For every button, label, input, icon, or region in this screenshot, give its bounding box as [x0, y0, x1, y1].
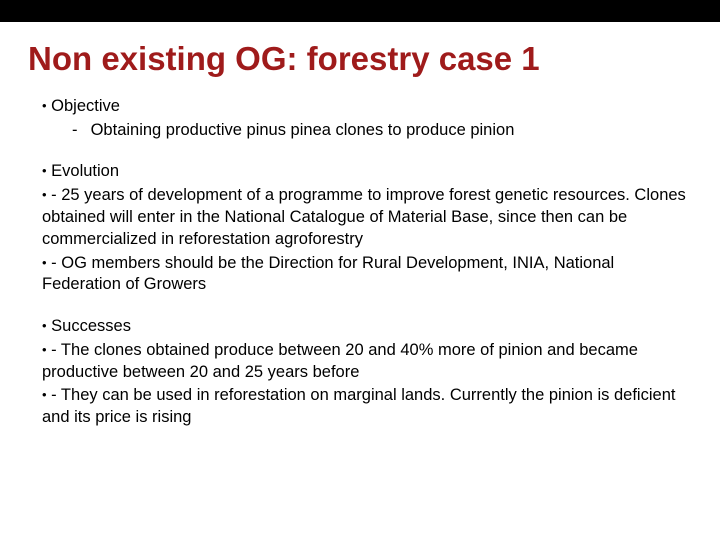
evolution-item-text: - OG members should be the Direction for…	[42, 254, 614, 294]
objective-item: Obtaining productive pinus pinea clones …	[91, 121, 515, 139]
slide-title: Non existing OG: forestry case 1	[28, 40, 692, 78]
objective-section: • Objective - Obtaining productive pinus…	[28, 96, 692, 142]
top-black-bar	[0, 0, 720, 22]
successes-item-2: • - They can be used in reforestation on…	[42, 385, 692, 429]
bullet-icon: •	[42, 255, 47, 270]
bullet-icon: •	[42, 318, 47, 333]
successes-heading: Successes	[51, 317, 131, 335]
bullet-icon: •	[42, 342, 47, 357]
evolution-item-1: • - 25 years of development of a program…	[42, 185, 692, 250]
objective-heading-row: • Objective	[42, 96, 692, 118]
objective-heading: Objective	[51, 97, 120, 115]
objective-item-row: - Obtaining productive pinus pinea clone…	[72, 120, 692, 142]
evolution-section: • Evolution • - 25 years of development …	[28, 161, 692, 296]
successes-item-text: - The clones obtained produce between 20…	[42, 341, 638, 381]
evolution-heading: Evolution	[51, 162, 119, 180]
bullet-icon: •	[42, 163, 47, 178]
successes-item-text: - They can be used in reforestation on m…	[42, 386, 675, 426]
bullet-icon: •	[42, 187, 47, 202]
bullet-icon: •	[42, 387, 47, 402]
evolution-heading-row: • Evolution	[42, 161, 692, 183]
dash-icon: -	[72, 120, 86, 142]
successes-heading-row: • Successes	[42, 316, 692, 338]
slide-body: Non existing OG: forestry case 1 • Objec…	[0, 22, 720, 429]
successes-section: • Successes • - The clones obtained prod…	[28, 316, 692, 429]
successes-item-1: • - The clones obtained produce between …	[42, 340, 692, 384]
evolution-item-2: • - OG members should be the Direction f…	[42, 253, 692, 297]
evolution-item-text: - 25 years of development of a programme…	[42, 186, 686, 248]
bullet-icon: •	[42, 98, 47, 113]
